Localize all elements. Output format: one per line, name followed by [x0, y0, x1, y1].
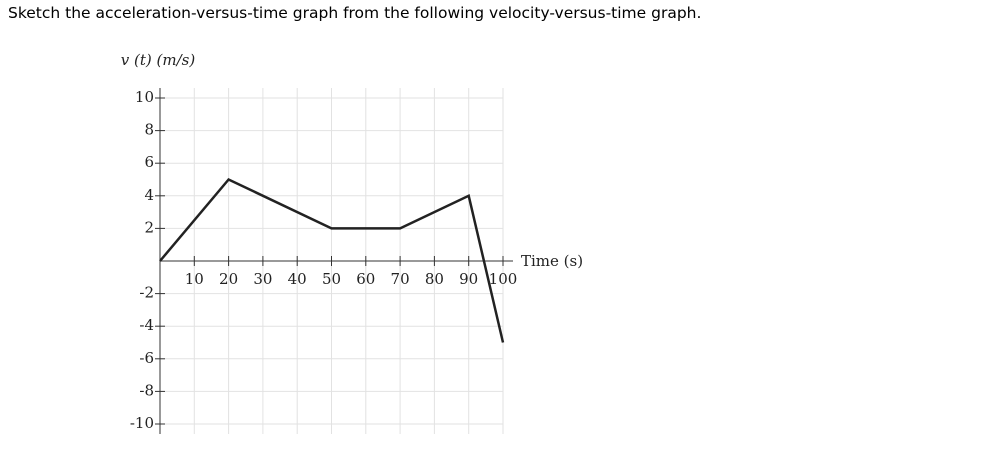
x-tick-label: 10	[185, 270, 204, 288]
x-tick-label: 30	[253, 270, 272, 288]
y-tick-label: 4	[144, 186, 154, 204]
y-tick-label: 8	[144, 121, 154, 139]
question-text: Sketch the acceleration-versus-time grap…	[8, 4, 702, 22]
y-tick-label: 10	[135, 88, 154, 106]
x-tick-label: 100	[489, 270, 518, 288]
data-line	[159, 177, 505, 343]
x-tick-label: 40	[288, 270, 307, 288]
y-tick-label: -2	[139, 284, 154, 302]
y-tick-label: -4	[139, 316, 154, 334]
x-axis-label: Time (s)	[521, 252, 583, 270]
x-tick-label: 20	[219, 270, 238, 288]
x-tick-label: 60	[356, 270, 375, 288]
y-axis-label: v (t) (m/s)	[121, 51, 196, 69]
y-tick-label: 2	[144, 218, 154, 236]
x-tick-label: 70	[391, 270, 410, 288]
y-tick-label: 6	[144, 153, 154, 171]
y-tick-label: -6	[139, 349, 154, 367]
x-tick-label: 80	[425, 270, 444, 288]
x-tick-label: 50	[322, 270, 341, 288]
y-tick-label: -10	[130, 414, 154, 432]
y-tick-label: -8	[139, 381, 154, 399]
x-tick-label: 90	[459, 270, 478, 288]
